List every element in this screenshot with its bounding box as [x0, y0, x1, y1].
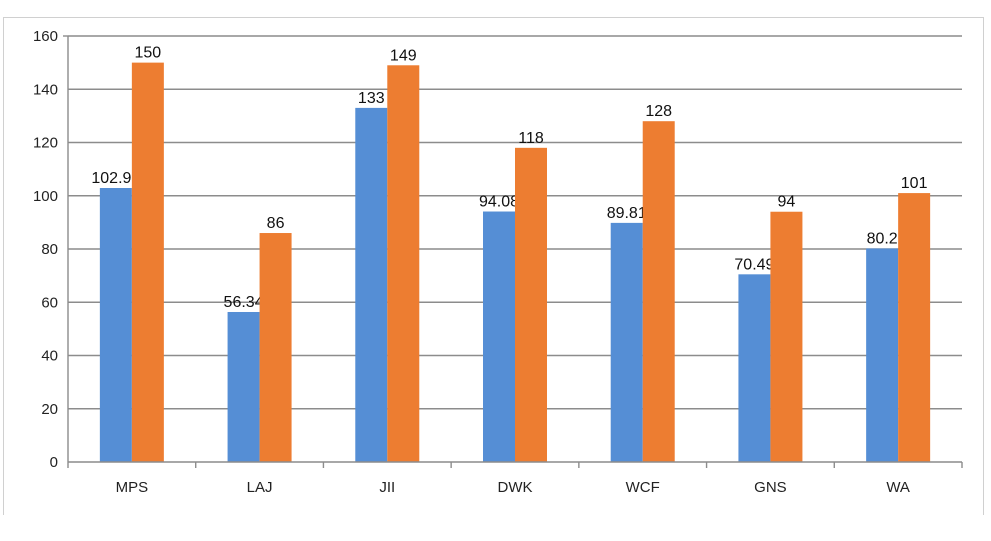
y-tick-label: 120 — [33, 135, 58, 152]
bar — [610, 222, 643, 462]
x-tick-label: WA — [886, 479, 910, 496]
y-tick-label: 140 — [33, 81, 58, 98]
chart-frame — [3, 17, 984, 515]
data-label: 101 — [901, 175, 928, 192]
y-tick-label: 100 — [33, 188, 58, 205]
data-label: 149 — [390, 47, 417, 64]
bar — [515, 147, 547, 462]
data-label: 94.08 — [479, 194, 519, 211]
data-label: 133 — [358, 90, 385, 107]
bar — [770, 211, 803, 462]
y-tick-label: 40 — [41, 348, 58, 365]
bar — [355, 107, 388, 462]
bar — [483, 211, 515, 462]
data-label: 70.49 — [734, 256, 774, 273]
bar — [131, 62, 164, 462]
y-tick-label: 160 — [33, 28, 58, 45]
bar — [387, 65, 420, 462]
data-label: 128 — [645, 103, 672, 120]
bar — [259, 233, 292, 462]
bar — [99, 188, 132, 462]
bar — [866, 248, 899, 462]
x-tick-label: WCF — [626, 479, 660, 496]
data-label: 89.81 — [607, 205, 647, 222]
y-tick-label: 80 — [41, 241, 58, 258]
data-label: 56.34 — [224, 294, 264, 311]
data-label: 150 — [135, 45, 162, 62]
data-label: 118 — [518, 130, 544, 147]
x-tick-label: LAJ — [247, 479, 273, 496]
bar — [738, 274, 771, 462]
y-tick-label: 60 — [41, 294, 58, 311]
data-label: 94 — [778, 194, 796, 211]
data-label: 102.91 — [91, 170, 140, 187]
bar — [898, 193, 931, 462]
y-tick-label: 20 — [41, 401, 58, 418]
data-label: 80.2 — [867, 230, 898, 247]
y-tick-label: 0 — [50, 454, 58, 471]
x-tick-label: JII — [379, 479, 395, 496]
bar — [642, 121, 675, 462]
data-label: 86 — [267, 215, 285, 232]
x-tick-label: MPS — [116, 479, 149, 496]
bar — [227, 311, 260, 462]
x-tick-label: GNS — [754, 479, 787, 496]
x-tick-label: DWK — [498, 479, 533, 496]
